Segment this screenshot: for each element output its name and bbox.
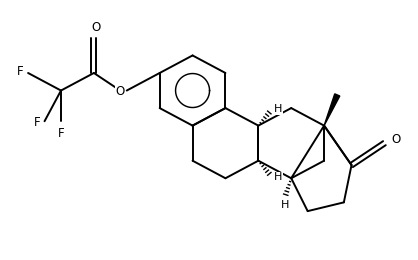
Text: H: H (280, 200, 289, 210)
Text: O: O (115, 85, 125, 98)
Text: F: F (33, 116, 40, 129)
Text: F: F (58, 127, 64, 140)
Polygon shape (324, 94, 340, 126)
Text: F: F (17, 66, 24, 79)
Text: O: O (92, 21, 101, 34)
Text: H: H (274, 104, 282, 114)
Text: H: H (274, 172, 282, 182)
Text: O: O (391, 133, 400, 146)
